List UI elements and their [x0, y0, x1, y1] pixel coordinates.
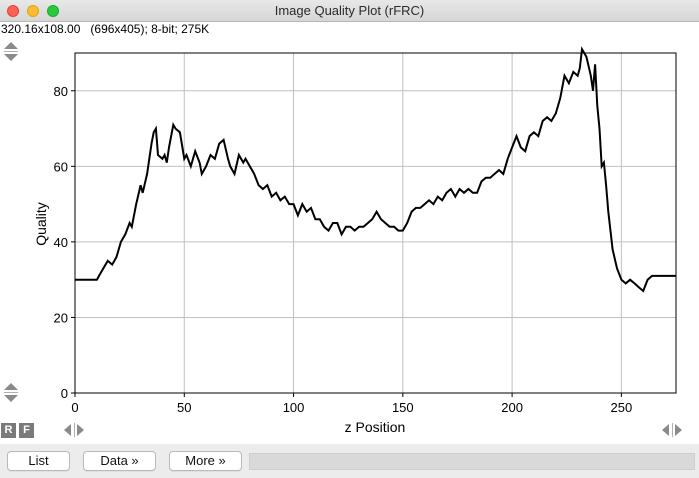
data-button[interactable]: Data »	[83, 451, 156, 471]
x-axis-label: z Position	[345, 419, 406, 435]
button-bar: List Data » More »	[0, 444, 699, 478]
window-title: Image Quality Plot (rFRC)	[274, 3, 425, 18]
grid-lines	[75, 53, 676, 393]
x-tick-label: 100	[283, 400, 305, 415]
y-tick-label: 0	[61, 386, 68, 401]
fit-range-button[interactable]: F	[19, 423, 34, 438]
zoom-arrows-icon-bottom[interactable]	[3, 383, 19, 403]
zoom-arrows-icon[interactable]	[3, 42, 19, 62]
pan-arrows-icon[interactable]	[64, 422, 88, 438]
pan-arrows-icon-right[interactable]	[662, 422, 686, 438]
more-button[interactable]: More »	[169, 451, 242, 471]
title-bar[interactable]: Image Quality Plot (rFRC)	[0, 0, 699, 22]
y-tick-label: 60	[54, 159, 68, 174]
x-tick-label: 150	[392, 400, 414, 415]
minimize-window-button[interactable]	[27, 5, 39, 17]
y-axis-label: Quality	[33, 202, 49, 246]
image-info-text: 320.16x108.00 (696x405); 8-bit; 275K	[0, 22, 699, 36]
x-tick-label: 250	[611, 400, 633, 415]
y-axis-ticks: 0 20 40 60 80	[54, 84, 75, 401]
quality-line-chart: 0 50 100 150 200 250 0 20 40 60 80 z Position Qua…	[0, 36, 699, 444]
list-button[interactable]: List	[7, 451, 70, 471]
x-tick-label: 0	[71, 400, 78, 415]
plot-background	[0, 36, 699, 444]
y-tick-label: 80	[54, 84, 68, 99]
plot-canvas[interactable]: 0 50 100 150 200 250 0 20 40 60 80 z Position Qua…	[0, 36, 699, 444]
reset-range-button[interactable]: R	[1, 423, 16, 438]
y-tick-label: 20	[54, 310, 68, 325]
zoom-window-button[interactable]	[47, 5, 59, 17]
x-tick-label: 200	[501, 400, 523, 415]
data-series	[75, 46, 676, 293]
quality-series-line	[75, 46, 676, 293]
status-field	[249, 453, 695, 470]
close-window-button[interactable]	[7, 5, 19, 17]
y-tick-label: 40	[54, 235, 68, 250]
x-axis-ticks: 0 50 100 150 200 250	[71, 393, 632, 415]
x-tick-label: 50	[177, 400, 191, 415]
plot-frame	[74, 52, 677, 394]
